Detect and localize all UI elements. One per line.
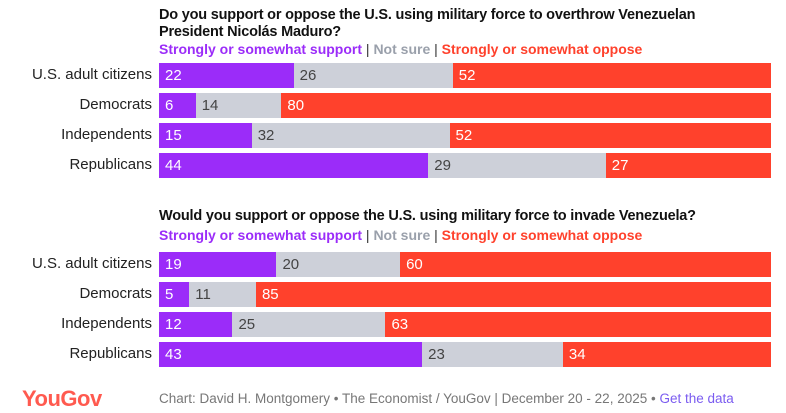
bar-segment-not-sure: 29 bbox=[428, 153, 606, 178]
bar-segment-oppose: 80 bbox=[281, 93, 771, 118]
bar-segment-not-sure: 26 bbox=[293, 63, 453, 88]
legend-sep: | bbox=[365, 227, 370, 243]
legend-not-sure: Not sure bbox=[373, 227, 431, 243]
chart2-title: Would you support or oppose the U.S. usi… bbox=[159, 208, 696, 224]
bar-segment-support: 6 bbox=[159, 93, 196, 118]
bar-segment-oppose: 85 bbox=[255, 282, 771, 307]
category-label: U.S. adult citizens bbox=[31, 66, 152, 83]
legend-support: Strongly or somewhat support bbox=[159, 227, 363, 243]
chart1-legend: Strongly or somewhat support | Not sure … bbox=[159, 41, 642, 57]
category-label: Republicans bbox=[69, 156, 152, 173]
bar-row: Democrats 5 11 85 bbox=[0, 282, 786, 307]
category-label: Republicans bbox=[69, 345, 152, 362]
category-label: U.S. adult citizens bbox=[31, 255, 152, 272]
yougov-logo: YouGov bbox=[22, 386, 102, 411]
bar-segment-support: 22 bbox=[159, 63, 294, 88]
category-label: Democrats bbox=[79, 96, 152, 113]
bar-segment-not-sure: 14 bbox=[195, 93, 282, 118]
chart1-title: Do you support or oppose the U.S. using … bbox=[159, 7, 696, 40]
bar-row: Independents 12 25 63 bbox=[0, 312, 786, 337]
legend-sep: | bbox=[434, 227, 438, 243]
bar-segment-support: 12 bbox=[159, 312, 233, 337]
bar-segment-not-sure: 11 bbox=[189, 282, 256, 307]
get-the-data-link[interactable]: Get the data bbox=[659, 391, 734, 406]
legend-sep: | bbox=[365, 41, 370, 57]
bar-segment-not-sure: 23 bbox=[422, 342, 563, 367]
bar-segment-support: 19 bbox=[159, 252, 277, 277]
legend-sep: | bbox=[434, 41, 438, 57]
legend-support: Strongly or somewhat support bbox=[159, 41, 363, 57]
bar-segment-not-sure: 32 bbox=[251, 123, 450, 148]
bar-segment-support: 43 bbox=[159, 342, 423, 367]
bar-segment-not-sure: 25 bbox=[232, 312, 386, 337]
bar-segment-oppose: 60 bbox=[400, 252, 771, 277]
bar-segment-not-sure: 20 bbox=[276, 252, 401, 277]
category-label: Democrats bbox=[79, 285, 152, 302]
bar-row: Independents 15 32 52 bbox=[0, 123, 786, 148]
bar-segment-oppose: 34 bbox=[562, 342, 771, 367]
bar-row: U.S. adult citizens 19 20 60 bbox=[0, 252, 786, 277]
bar-segment-support: 15 bbox=[159, 123, 252, 148]
legend-not-sure: Not sure bbox=[373, 41, 431, 57]
chart2-legend: Strongly or somewhat support | Not sure … bbox=[159, 227, 642, 243]
footer-credit: Chart: David H. Montgomery • The Economi… bbox=[159, 391, 734, 406]
bar-segment-oppose: 27 bbox=[605, 153, 771, 178]
bar-segment-support: 5 bbox=[159, 282, 190, 307]
credit-text: Chart: David H. Montgomery • The Economi… bbox=[159, 391, 660, 406]
bar-segment-support: 44 bbox=[159, 153, 429, 178]
bar-row: Republicans 44 29 27 bbox=[0, 153, 786, 178]
bar-segment-oppose: 52 bbox=[449, 123, 771, 148]
category-label: Independents bbox=[61, 126, 152, 143]
bar-row: U.S. adult citizens 22 26 52 bbox=[0, 63, 786, 88]
legend-oppose: Strongly or somewhat oppose bbox=[441, 41, 643, 57]
bar-segment-oppose: 63 bbox=[385, 312, 771, 337]
category-label: Independents bbox=[61, 315, 152, 332]
bar-row: Republicans 43 23 34 bbox=[0, 342, 786, 367]
bar-segment-oppose: 52 bbox=[452, 63, 771, 88]
bar-row: Democrats 6 14 80 bbox=[0, 93, 786, 118]
legend-oppose: Strongly or somewhat oppose bbox=[441, 227, 643, 243]
